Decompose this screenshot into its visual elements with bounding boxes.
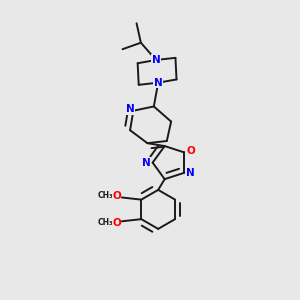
Text: N: N — [142, 158, 150, 168]
Text: N: N — [126, 104, 135, 114]
Text: O: O — [112, 191, 121, 201]
Text: N: N — [152, 55, 160, 65]
Text: N: N — [154, 78, 163, 88]
Text: N: N — [186, 168, 195, 178]
Text: CH₃: CH₃ — [98, 218, 113, 227]
Text: O: O — [186, 146, 195, 156]
Text: O: O — [112, 218, 121, 228]
Text: CH₃: CH₃ — [98, 191, 113, 200]
